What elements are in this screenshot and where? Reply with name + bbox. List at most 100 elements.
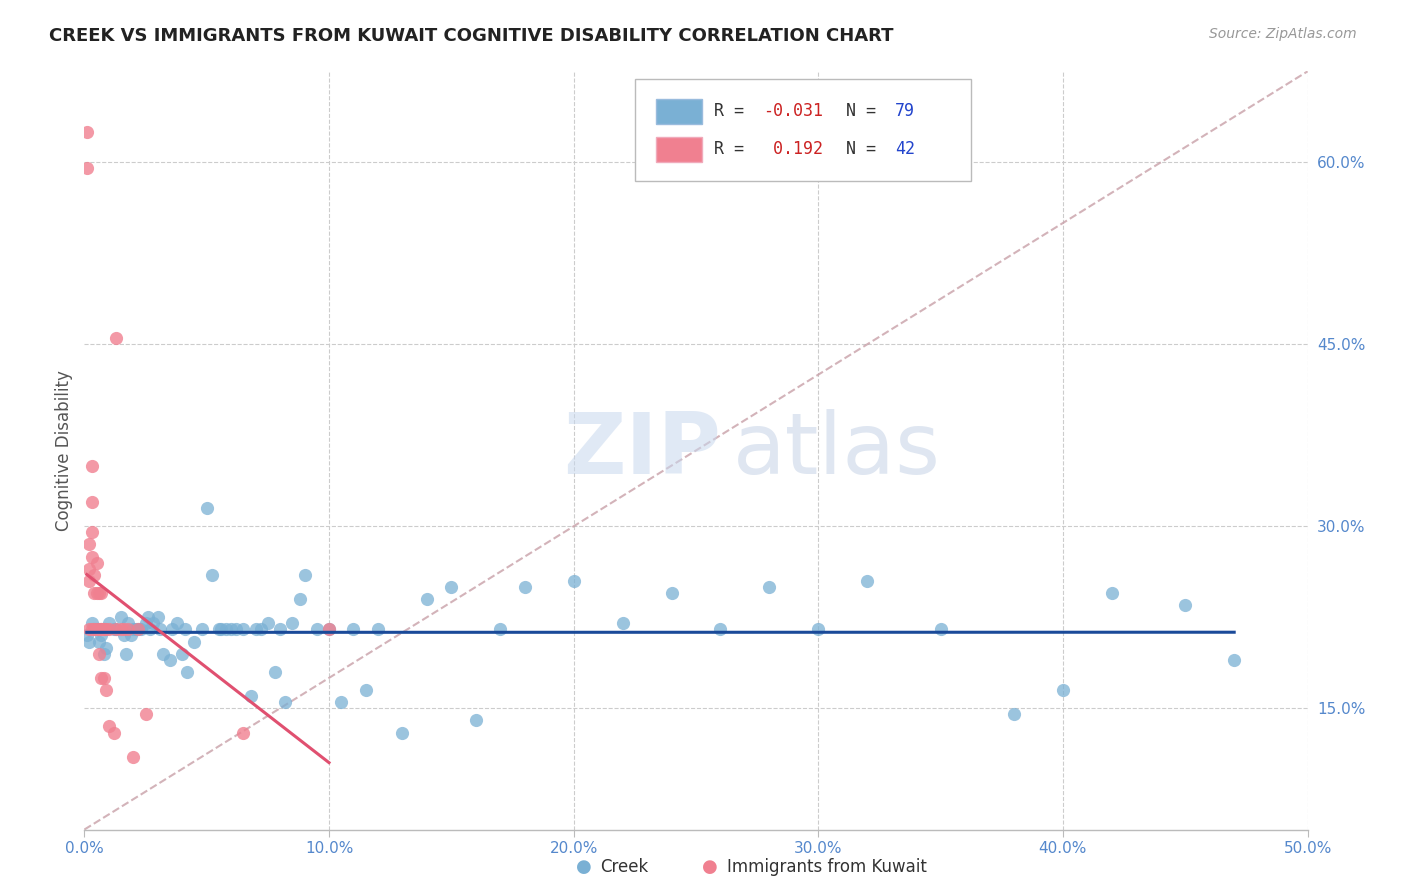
- Point: [93, 623, 115, 637]
- Point: [87, 586, 110, 600]
- Point: [929, 623, 952, 637]
- Point: [87, 647, 110, 661]
- Point: [90, 628, 112, 642]
- Text: 0.192: 0.192: [763, 140, 824, 158]
- Point: [513, 580, 536, 594]
- Point: [96, 623, 118, 637]
- Point: [86, 586, 108, 600]
- Point: [93, 647, 115, 661]
- Point: [183, 634, 205, 648]
- Point: [661, 586, 683, 600]
- Point: [176, 665, 198, 679]
- Point: [112, 623, 135, 637]
- Point: [110, 610, 132, 624]
- Point: [1101, 586, 1123, 600]
- Point: [709, 623, 731, 637]
- Text: Creek: Creek: [600, 858, 648, 876]
- Point: [807, 623, 830, 637]
- Point: [117, 623, 139, 637]
- Point: [354, 683, 377, 698]
- Point: [208, 623, 231, 637]
- Point: [562, 574, 585, 588]
- Point: [77, 623, 100, 637]
- Point: [103, 725, 125, 739]
- Point: [96, 683, 118, 698]
- Text: atlas: atlas: [733, 409, 941, 492]
- Point: [86, 623, 108, 637]
- Point: [127, 623, 149, 637]
- Point: [86, 623, 108, 637]
- Point: [191, 623, 214, 637]
- Point: [90, 671, 112, 685]
- Point: [76, 125, 98, 139]
- Text: 42: 42: [896, 140, 915, 158]
- Point: [80, 458, 103, 473]
- Point: [97, 623, 120, 637]
- Point: [135, 616, 157, 631]
- Point: [90, 586, 112, 600]
- Point: [239, 689, 262, 703]
- Point: [225, 623, 247, 637]
- Point: [105, 623, 128, 637]
- Point: [80, 616, 103, 631]
- Point: [87, 634, 110, 648]
- Point: [122, 749, 145, 764]
- Point: [77, 562, 100, 576]
- Point: [264, 665, 287, 679]
- Text: ●: ●: [702, 858, 718, 876]
- Point: [77, 634, 100, 648]
- Point: [129, 623, 152, 637]
- Point: [152, 647, 174, 661]
- Text: Immigrants from Kuwait: Immigrants from Kuwait: [727, 858, 927, 876]
- Point: [294, 567, 316, 582]
- Point: [391, 725, 413, 739]
- Point: [80, 549, 103, 564]
- Point: [274, 695, 297, 709]
- Point: [245, 623, 267, 637]
- Point: [83, 567, 105, 582]
- Point: [1223, 653, 1246, 667]
- Point: [172, 647, 194, 661]
- Point: [93, 671, 115, 685]
- Text: -0.031: -0.031: [763, 102, 824, 120]
- Point: [105, 623, 128, 637]
- Point: [318, 623, 340, 637]
- Point: [219, 623, 242, 637]
- Point: [232, 725, 254, 739]
- Text: N =: N =: [846, 102, 886, 120]
- Point: [83, 623, 105, 637]
- Point: [142, 616, 165, 631]
- Point: [110, 623, 132, 637]
- Point: [249, 623, 271, 637]
- Point: [758, 580, 780, 594]
- Point: [136, 610, 159, 624]
- Point: [232, 623, 254, 637]
- Point: [120, 628, 142, 642]
- Point: [90, 623, 112, 637]
- Point: [76, 161, 98, 176]
- Point: [96, 640, 118, 655]
- Point: [166, 616, 188, 631]
- Point: [112, 628, 135, 642]
- Point: [464, 714, 486, 728]
- Point: [162, 623, 184, 637]
- Text: Source: ZipAtlas.com: Source: ZipAtlas.com: [1209, 27, 1357, 41]
- Text: N =: N =: [846, 140, 886, 158]
- Point: [200, 567, 222, 582]
- Point: [135, 707, 157, 722]
- Point: [125, 623, 148, 637]
- Point: [87, 623, 110, 637]
- Point: [90, 623, 112, 637]
- FancyBboxPatch shape: [636, 79, 972, 181]
- Point: [86, 556, 108, 570]
- Y-axis label: Cognitive Disability: Cognitive Disability: [55, 370, 73, 531]
- Point: [83, 586, 105, 600]
- Point: [612, 616, 634, 631]
- Point: [80, 495, 103, 509]
- Point: [195, 501, 218, 516]
- Point: [149, 623, 172, 637]
- Point: [342, 623, 364, 637]
- Text: CREEK VS IMMIGRANTS FROM KUWAIT COGNITIVE DISABILITY CORRELATION CHART: CREEK VS IMMIGRANTS FROM KUWAIT COGNITIV…: [49, 27, 894, 45]
- Text: 79: 79: [896, 102, 915, 120]
- Point: [122, 623, 145, 637]
